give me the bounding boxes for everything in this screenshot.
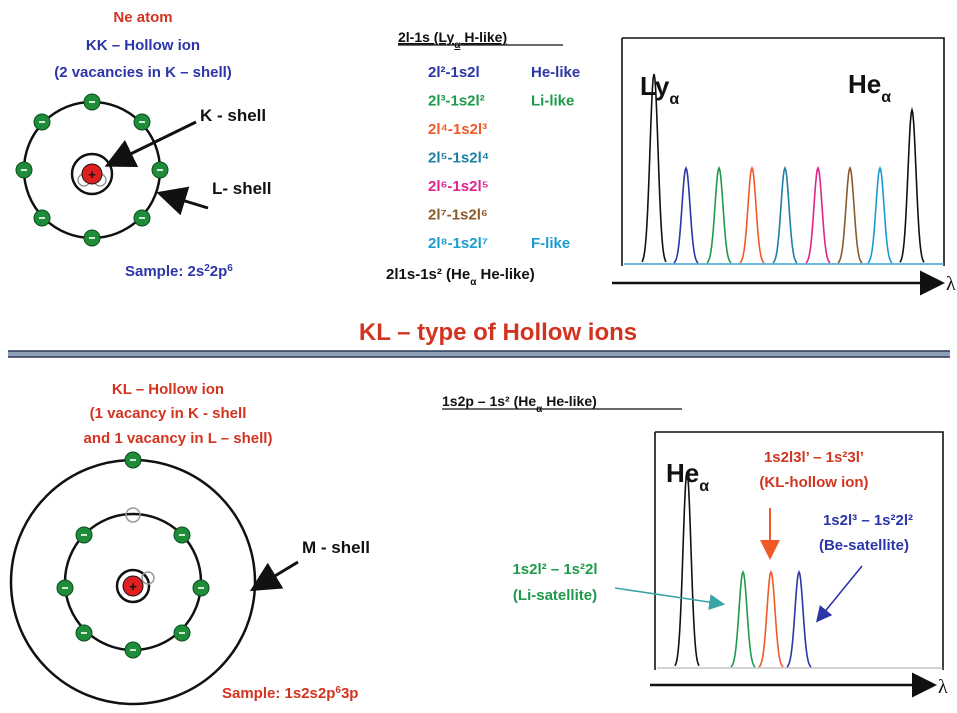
kl-ion-desc-2: and 1 vacancy in L – shell) (84, 430, 273, 447)
section-divider (8, 351, 950, 357)
electron (56, 579, 74, 597)
be-satellite-label: (Be-satellite) (819, 537, 909, 554)
transition-formula: 2l⁷-1s2l⁶ (428, 207, 488, 224)
electron (75, 526, 93, 544)
spectral-peak (758, 569, 784, 668)
nucleus (81, 163, 103, 185)
he-alpha-transition: 2l1s-1s² (Heα He-like) (386, 266, 535, 288)
spectral-peak (706, 165, 732, 264)
top-sample: Sample: 2s22p6 (125, 263, 233, 281)
electron (192, 579, 210, 597)
ly-alpha-label: Lyα (640, 71, 679, 108)
bottom-spectrum-chart: Heα λ 1s2l3l’ – 1s²3l’ (KL-hollow ion) 1… (650, 431, 948, 698)
top-lambda-label: λ (946, 273, 956, 295)
l-shell-arrow (156, 186, 209, 216)
m-shell-label: M - shell (302, 538, 370, 557)
l-vacancy (125, 507, 141, 523)
electron (75, 624, 93, 642)
spectral-peak (730, 569, 756, 668)
bottom-sample: Sample: 1s2s2p63p (222, 685, 358, 703)
transition-formula: 2l⁵-1s2l⁴ (428, 150, 489, 167)
be-satellite-arrow (815, 565, 863, 623)
kl-atom-model: + (9, 451, 257, 706)
spectral-peak (837, 165, 863, 264)
kk-ion-description: (2 vacancies in K – shell) (54, 64, 232, 81)
spectral-peak (786, 569, 812, 668)
be-satellite-transition: 1s2l³ – 1s²2l² (823, 512, 913, 529)
nucleus-plus-sign: + (88, 167, 96, 182)
bottom-chart-frame (655, 431, 944, 670)
m-shell-arrow (249, 560, 299, 592)
l-shell-label: L- shell (212, 179, 272, 198)
transition-note: Li-like (531, 93, 574, 110)
spectral-peak (739, 165, 765, 264)
electron (173, 526, 191, 544)
k-shell-orbit (70, 152, 114, 196)
electron (173, 624, 191, 642)
electron (33, 209, 51, 227)
kl-hollow-transition: 1s2l3l’ – 1s²3l’ (764, 449, 864, 466)
transition-list: 2l²-1s2l He-like 2l³-1s2l² Li-like 2l⁴-1s2l³… (428, 64, 580, 252)
transition-formula: 2l⁶-1s2l⁵ (428, 178, 489, 195)
kl-electrons (56, 451, 210, 659)
transition-formula: 2l⁴-1s2l³ (428, 121, 487, 138)
spectral-peak (673, 165, 699, 264)
electron (124, 451, 142, 469)
spectral-peak (899, 106, 925, 263)
he-alpha-label-bottom: Heα (666, 458, 709, 495)
electron (15, 161, 33, 179)
transition-formula: 2l³-1s2l² (428, 93, 485, 110)
nucleus-bottom (122, 575, 144, 597)
l-shell-electrons (15, 93, 169, 247)
li-satellite-arrow (614, 587, 726, 611)
atom-title: Ne atom (113, 9, 172, 26)
bottom-lambda-label: λ (938, 676, 948, 698)
transition-formula: 2l²-1s2l (428, 64, 480, 81)
electron (33, 113, 51, 131)
li-satellite-label: (Li-satellite) (513, 587, 597, 604)
spectral-peak (867, 165, 893, 264)
top-chart-frame (622, 37, 945, 266)
electron (133, 113, 151, 131)
transition-note: He-like (531, 64, 580, 81)
top-spectrum-peaks (641, 73, 925, 264)
k-shell-arrow (104, 120, 197, 167)
top-spectrum-chart: Lyα Heα λ (612, 37, 956, 296)
transition-note: F-like (531, 235, 570, 252)
section-title: KL – type of Hollow ions (359, 319, 637, 346)
transitions-header: 2l-1s (Lyα H-like) (398, 29, 507, 51)
li-satellite-transition: 1s2l² – 1s²2l (512, 561, 597, 578)
electron (133, 209, 151, 227)
bottom-spectrum-peaks (674, 471, 812, 668)
he-alpha-label-top: Heα (848, 69, 891, 106)
kl-ion-name: KL – Hollow ion (112, 381, 224, 398)
spectral-peak (641, 73, 667, 263)
spectral-peak (772, 165, 798, 264)
electron (83, 93, 101, 111)
kl-hollow-label: (KL-hollow ion) (759, 474, 868, 491)
bottom-transition-header: 1s2p – 1s² (Heα He-like) (442, 393, 597, 415)
electron (83, 229, 101, 247)
kl-ion-desc-1: (1 vacancy in K - shell (90, 405, 247, 422)
nucleus-plus-sign: + (129, 579, 137, 594)
electron (151, 161, 169, 179)
transition-formula: 2l⁸-1s2l⁷ (428, 235, 488, 252)
kk-ion-name: KK – Hollow ion (86, 37, 200, 54)
ne-atom-model: + (15, 93, 169, 247)
k-vacancy (141, 571, 155, 585)
k-shell-label: K - shell (200, 106, 266, 125)
k-shell-orbit-bottom (115, 568, 151, 604)
spectral-peak (805, 165, 831, 264)
electron (124, 641, 142, 659)
spectral-peak (674, 471, 700, 667)
